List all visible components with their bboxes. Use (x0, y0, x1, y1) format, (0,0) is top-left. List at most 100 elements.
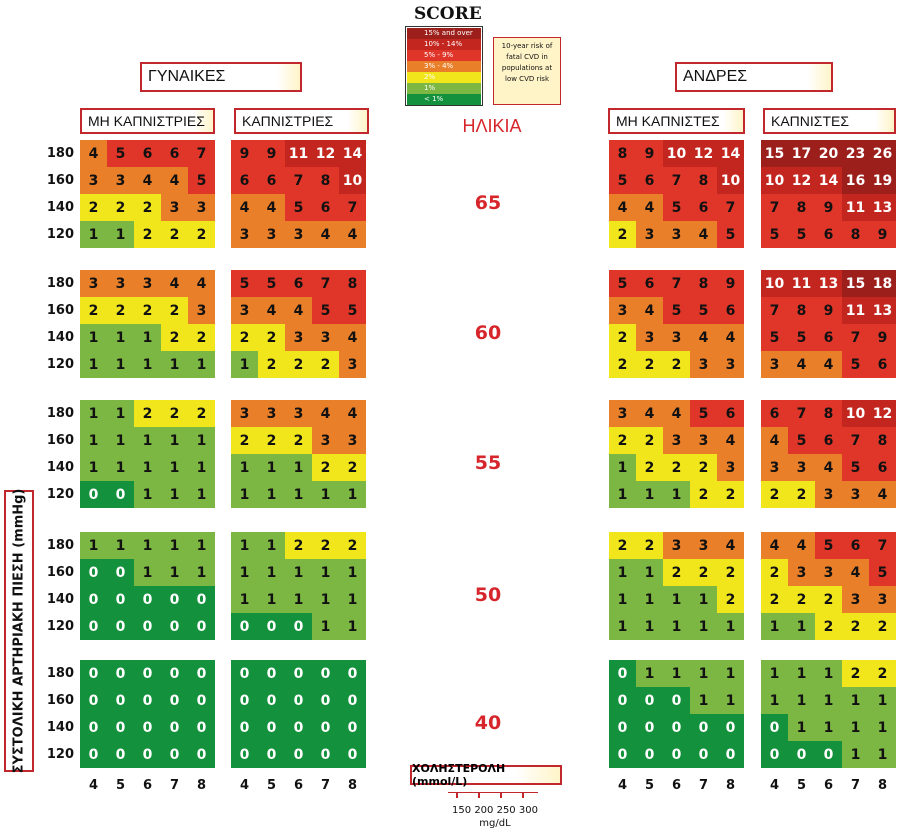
legend-label: 5% - 9% (421, 50, 481, 61)
risk-cell: 14 (717, 140, 744, 167)
risk-cell: 1 (285, 481, 312, 508)
risk-cell: 1 (761, 687, 788, 714)
risk-cell: 0 (258, 660, 285, 687)
risk-cell: 2 (80, 297, 107, 324)
risk-cell: 3 (80, 167, 107, 194)
cholesterol-tick-label: 5 (115, 778, 126, 793)
y-axis-label: ΣΥΣΤΟΛΙΚΗ ΑΡΤΗΡΙΑΚΗ ΠΙΕΣΗ (mmHg) (4, 489, 34, 773)
score-note: 10-year risk of fatal CVD in populations… (493, 37, 561, 105)
risk-cell: 1 (761, 660, 788, 687)
risk-cell: 7 (842, 324, 869, 351)
risk-cell: 1 (285, 586, 312, 613)
risk-cell: 2 (231, 427, 258, 454)
risk-cell: 8 (842, 221, 869, 248)
risk-cell: 7 (788, 400, 815, 427)
risk-cell: 6 (285, 270, 312, 297)
women-smokers-label: ΚΑΠΝΙΣΤΡΙΕΣ (242, 113, 334, 129)
cholesterol-tick-label: 6 (671, 778, 682, 793)
risk-cell: 3 (231, 297, 258, 324)
risk-cell: 1 (636, 481, 663, 508)
risk-cell: 1 (161, 427, 188, 454)
cholesterol-tick-label: 6 (142, 778, 153, 793)
risk-cell: 14 (815, 167, 842, 194)
risk-cell: 10 (842, 400, 869, 427)
risk-cell: 2 (761, 559, 788, 586)
risk-cell: 0 (161, 741, 188, 768)
risk-cell: 4 (717, 427, 744, 454)
risk-cell: 0 (663, 714, 690, 741)
risk-cell: 0 (134, 660, 161, 687)
risk-cell: 0 (312, 741, 339, 768)
risk-cell: 10 (761, 270, 788, 297)
risk-cell: 0 (161, 687, 188, 714)
risk-cell: 1 (842, 741, 869, 768)
cholesterol-tick-label: 6 (823, 778, 834, 793)
risk-cell: 7 (339, 194, 366, 221)
risk-cell: 2 (717, 559, 744, 586)
risk-cell: 3 (609, 297, 636, 324)
risk-cell: 1 (339, 613, 366, 640)
systolic-tick-label: 160 (46, 173, 74, 188)
cholesterol-tick-label: 7 (320, 778, 331, 793)
risk-cell: 5 (339, 297, 366, 324)
risk-cell: 0 (107, 481, 134, 508)
risk-cell: 2 (312, 454, 339, 481)
risk-cell: 2 (717, 586, 744, 613)
legend-label: 10% - 14% (421, 39, 481, 50)
risk-cell: 0 (161, 660, 188, 687)
risk-cell: 2 (636, 532, 663, 559)
systolic-tick-label: 120 (46, 357, 74, 372)
risk-cell: 1 (188, 351, 215, 378)
risk-cell: 13 (869, 194, 896, 221)
risk-cell: 5 (842, 351, 869, 378)
risk-cell: 3 (869, 586, 896, 613)
risk-cell: 1 (609, 559, 636, 586)
systolic-tick-label: 160 (46, 303, 74, 318)
risk-cell: 0 (107, 586, 134, 613)
legend-item: < 1% (407, 94, 481, 105)
legend-label: < 1% (421, 94, 481, 105)
systolic-tick-label: 120 (46, 747, 74, 762)
men-smokers-label: ΚΑΠΝΙΣΤΕΣ (771, 113, 849, 129)
risk-cell: 8 (869, 427, 896, 454)
risk-cell: 6 (869, 351, 896, 378)
cholesterol-tick-label: 5 (644, 778, 655, 793)
risk-cell: 4 (690, 221, 717, 248)
risk-cell: 26 (869, 140, 896, 167)
risk-cell: 6 (636, 270, 663, 297)
risk-cell: 3 (842, 481, 869, 508)
risk-cell: 0 (188, 586, 215, 613)
risk-cell: 6 (134, 140, 161, 167)
risk-cell: 2 (312, 532, 339, 559)
age-value: 65 (474, 192, 502, 214)
risk-cell: 7 (717, 194, 744, 221)
risk-cell: 2 (663, 559, 690, 586)
risk-cell: 1 (107, 351, 134, 378)
risk-cell: 2 (636, 427, 663, 454)
cholesterol-tick-label: 4 (617, 778, 628, 793)
risk-cell: 1 (339, 586, 366, 613)
legend-swatch (407, 28, 421, 39)
risk-cell: 0 (107, 687, 134, 714)
risk-cell: 4 (258, 194, 285, 221)
risk-cell: 0 (285, 687, 312, 714)
cholesterol-tick-label: 7 (850, 778, 861, 793)
risk-cell: 6 (761, 400, 788, 427)
risk-cell: 12 (690, 140, 717, 167)
cholesterol-tick-label: 4 (769, 778, 780, 793)
risk-cell: 3 (339, 351, 366, 378)
risk-cell: 5 (312, 297, 339, 324)
risk-cell: 5 (107, 140, 134, 167)
risk-cell: 0 (134, 687, 161, 714)
risk-cell: 4 (761, 532, 788, 559)
systolic-tick-label: 140 (46, 200, 74, 215)
risk-cell: 0 (188, 741, 215, 768)
women-header-label: ΓΥΝΑΙΚΕΣ (148, 68, 226, 85)
risk-cell: 0 (231, 741, 258, 768)
risk-cell: 3 (761, 351, 788, 378)
risk-cell: 6 (312, 194, 339, 221)
